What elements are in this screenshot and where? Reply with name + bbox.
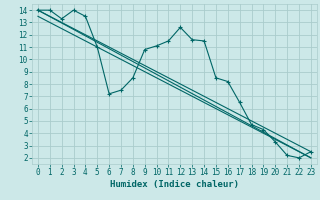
X-axis label: Humidex (Indice chaleur): Humidex (Indice chaleur) bbox=[110, 180, 239, 189]
